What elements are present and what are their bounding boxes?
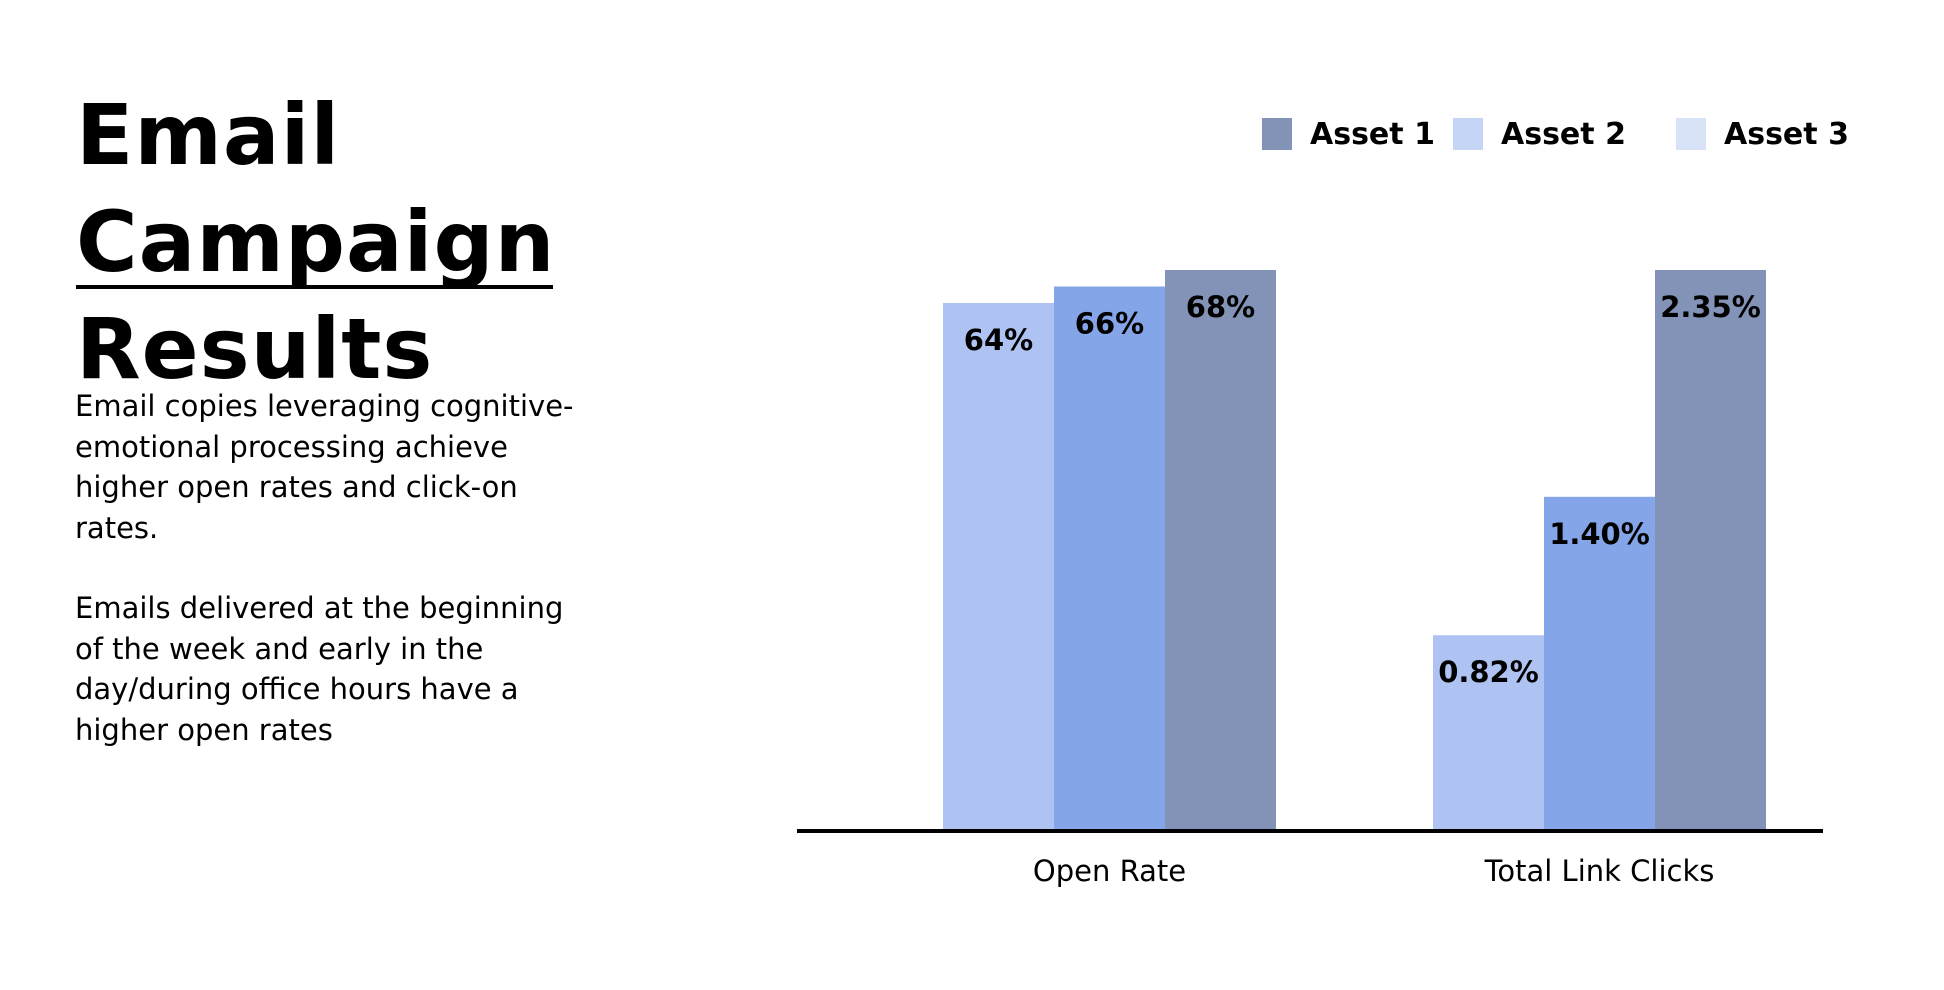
bar-value-label-1-1: 1.40%	[1549, 517, 1650, 551]
bar-value-label-0-2: 68%	[1186, 290, 1255, 324]
legend-swatch-asset-2	[1453, 118, 1483, 150]
category-label-0: Open Rate	[1033, 854, 1186, 888]
bar-value-label-1-0: 0.82%	[1438, 655, 1539, 689]
category-label-1: Total Link Clicks	[1484, 854, 1715, 888]
title-underline	[76, 285, 553, 289]
legend-swatch-asset-1	[1262, 118, 1292, 150]
description: Email copies leveraging cognitive-emotio…	[75, 386, 595, 790]
legend-label-asset-2: Asset 2	[1501, 116, 1626, 152]
chart-legend: Asset 1 Asset 2 Asset 3	[0, 114, 1944, 154]
page-title: Email Campaign Results	[76, 86, 556, 398]
bar-0-0	[943, 303, 1054, 831]
bar-value-label-0-0: 64%	[964, 323, 1033, 357]
legend-label-asset-1: Asset 1	[1310, 116, 1435, 152]
bar-0-1	[1054, 286, 1165, 831]
legend-item-asset-3: Asset 3	[1676, 114, 1849, 154]
bar-value-label-0-1: 66%	[1075, 307, 1144, 341]
bar-1-2	[1655, 270, 1766, 831]
legend-item-asset-1: Asset 1	[1262, 114, 1435, 154]
bar-value-label-1-2: 2.35%	[1660, 290, 1761, 324]
legend-swatch-asset-3	[1676, 118, 1706, 150]
description-paragraph-2: Emails delivered at the beginning of the…	[75, 591, 564, 747]
x-axis-line	[797, 829, 1823, 833]
bar-1-0	[1433, 635, 1544, 831]
legend-item-asset-2: Asset 2	[1453, 114, 1626, 154]
bar-0-2	[1165, 270, 1276, 831]
legend-label-asset-3: Asset 3	[1724, 116, 1849, 152]
description-paragraph-1: Email copies leveraging cognitive-emotio…	[75, 389, 574, 545]
bar-1-1	[1544, 496, 1655, 831]
